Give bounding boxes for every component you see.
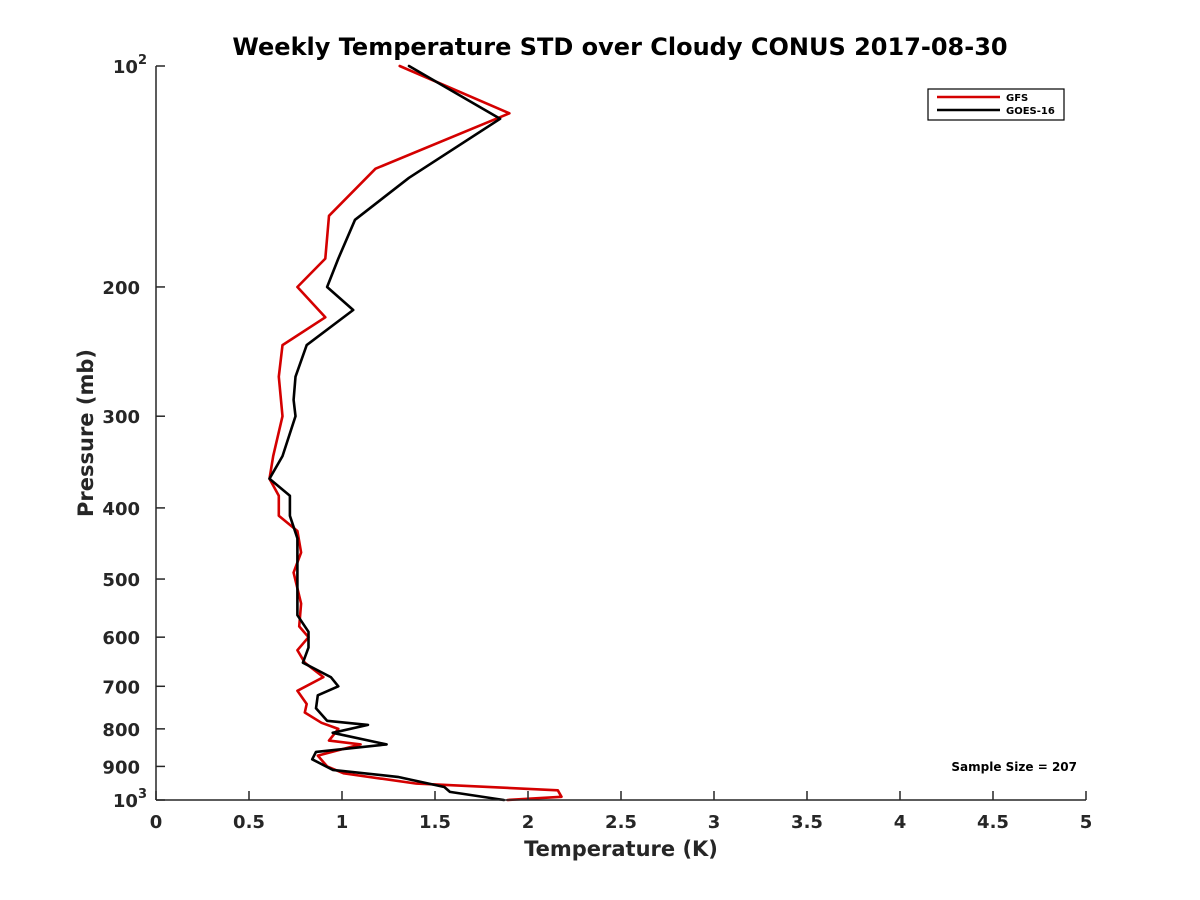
x-tick-label: 0	[150, 812, 163, 833]
x-tick-label: 3.5	[791, 812, 823, 833]
y-tick-label: 102	[113, 53, 147, 78]
y-tick-label-exponent: 3	[138, 787, 147, 802]
y-tick-label: 600	[102, 628, 140, 649]
y-tick-label: 200	[102, 278, 140, 299]
sample-size-annotation: Sample Size = 207	[951, 760, 1077, 774]
legend: GFS GOES-16	[927, 88, 1065, 121]
x-tick-label: 4.5	[977, 812, 1009, 833]
y-tick-label-base: 10	[113, 57, 138, 78]
series-line-gfs	[268, 64, 563, 802]
y-tick-label: 900	[102, 757, 140, 778]
x-tick-label: 2	[522, 812, 535, 833]
y-tick-label: 700	[102, 677, 140, 698]
x-tick-label: 1	[336, 812, 349, 833]
x-tick-label: 1.5	[419, 812, 451, 833]
y-tick-label-base: 10	[113, 791, 138, 812]
x-axis-label: Temperature (K)	[524, 837, 718, 861]
x-tick-label: 4	[894, 812, 907, 833]
chart-title: Weekly Temperature STD over Cloudy CONUS…	[232, 33, 1007, 61]
series-line-goes16	[268, 64, 506, 802]
legend-label-goes16: GOES-16	[1006, 106, 1055, 117]
y-axis-label: Pressure (mb)	[74, 349, 98, 517]
x-tick-label: 3	[708, 812, 721, 833]
y-tick-label-exponent: 2	[138, 53, 147, 68]
x-tick-label: 5	[1080, 812, 1093, 833]
legend-label-gfs: GFS	[1006, 93, 1028, 104]
series-layer	[268, 64, 563, 802]
y-tick-label: 103	[113, 787, 147, 812]
y-tick-label: 300	[102, 407, 140, 428]
y-tick-label: 500	[102, 570, 140, 591]
legend-box	[927, 88, 1065, 121]
x-tick-label: 2.5	[605, 812, 637, 833]
x-axis-ticks: 0 0.5 1 1.5 2 2.5 3 3.5 4 4.5 5	[150, 791, 1093, 833]
x-tick-label: 0.5	[233, 812, 265, 833]
y-tick-label: 400	[102, 499, 140, 520]
y-tick-label: 800	[102, 720, 140, 741]
